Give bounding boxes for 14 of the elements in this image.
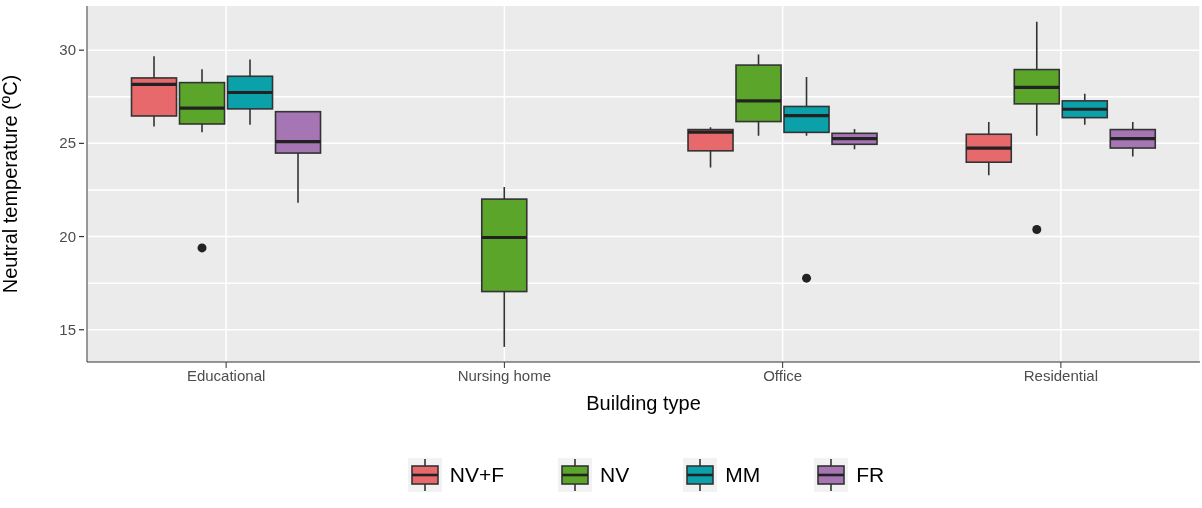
y-tick-label: 30 (59, 41, 76, 59)
x-tick-label: Residential (1023, 366, 1098, 384)
legend-label: FR (856, 463, 885, 487)
x-tick-label: Nursing home (457, 366, 552, 384)
y-tick-label: 15 (59, 320, 76, 338)
y-tick-label: 25 (59, 134, 76, 152)
x-axis-title: Building type (586, 392, 701, 414)
legend-label: NV (600, 463, 630, 487)
x-tick-label: Educational (186, 366, 266, 384)
y-tick-label: 20 (59, 227, 76, 245)
legend-label: MM (725, 463, 761, 487)
x-tick-label: Office (763, 366, 803, 384)
legend-label: NV+F (449, 463, 505, 487)
y-axis-title: Neutral temperature (ºC) (0, 74, 22, 294)
